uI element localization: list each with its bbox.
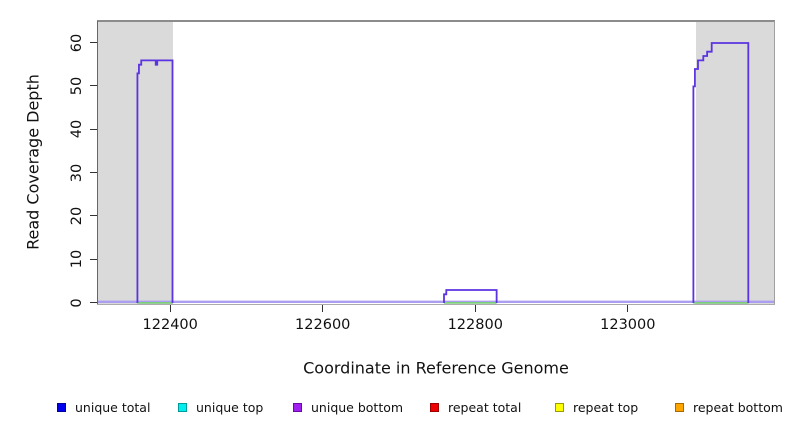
legend-swatch-repeat-total [430, 403, 439, 412]
legend-swatch-repeat-bottom [675, 403, 684, 412]
y-tick-label: 40 [69, 119, 85, 139]
legend-label: unique total [75, 400, 151, 415]
y-tick [90, 172, 97, 173]
x-tick-label: 122400 [142, 317, 198, 333]
legend-item-unique-total: unique total [57, 400, 150, 415]
legend-label: repeat top [573, 400, 639, 415]
y-tick-label: 50 [69, 76, 85, 96]
plot-box-right-border [774, 20, 775, 304]
y-tick-label: 30 [69, 163, 85, 182]
legend-label: unique bottom [311, 400, 404, 415]
legend-swatch-repeat-top [555, 403, 564, 412]
masked-region [695, 20, 775, 304]
y-axis-title: Read Coverage Depth [23, 74, 43, 250]
y-tick-label: 20 [69, 206, 85, 226]
y-tick-label: 10 [69, 249, 85, 269]
x-tick [322, 304, 324, 312]
y-tick [90, 85, 97, 87]
series-svg [97, 41, 775, 304]
legend-item-repeat-top: repeat top [555, 400, 638, 415]
x-tick-label: 123000 [600, 317, 656, 333]
x-tick-label: 122800 [447, 317, 503, 333]
y-tick [90, 128, 97, 130]
legend-item-repeat-total: repeat total [430, 400, 521, 415]
y-tick [90, 258, 97, 260]
coverage-curve [136, 58, 174, 303]
y-tick-label: 0 [69, 297, 85, 308]
legend-label: repeat bottom [693, 400, 783, 415]
legend-item-unique-bottom: unique bottom [293, 400, 403, 415]
legend-swatch-unique-bottom [293, 403, 302, 412]
plot-box-bottom-border [97, 303, 775, 305]
legend-swatch-unique-top [178, 403, 187, 412]
legend-item-repeat-bottom: repeat bottom [675, 400, 783, 415]
legend-item-unique-top: unique top [178, 400, 263, 415]
x-axis-title: Coordinate in Reference Genome [303, 358, 569, 378]
y-tick [90, 215, 97, 217]
y-tick [90, 302, 97, 303]
y-tick [90, 42, 97, 44]
legend-label: repeat total [448, 400, 522, 415]
masked-region [97, 20, 174, 304]
x-tick [169, 304, 171, 312]
y-tick-label: 60 [69, 33, 85, 52]
x-tick-label: 122600 [295, 317, 351, 333]
legend-label: unique top [196, 400, 264, 415]
legend-swatch-unique-total [57, 403, 66, 412]
coverage-curve [692, 41, 750, 303]
plot-box-top-border [97, 19, 775, 22]
coverage-curve [443, 288, 498, 303]
x-tick [474, 304, 476, 312]
y-axis-line [96, 20, 98, 304]
plot-area [97, 20, 775, 304]
x-tick [627, 304, 629, 312]
